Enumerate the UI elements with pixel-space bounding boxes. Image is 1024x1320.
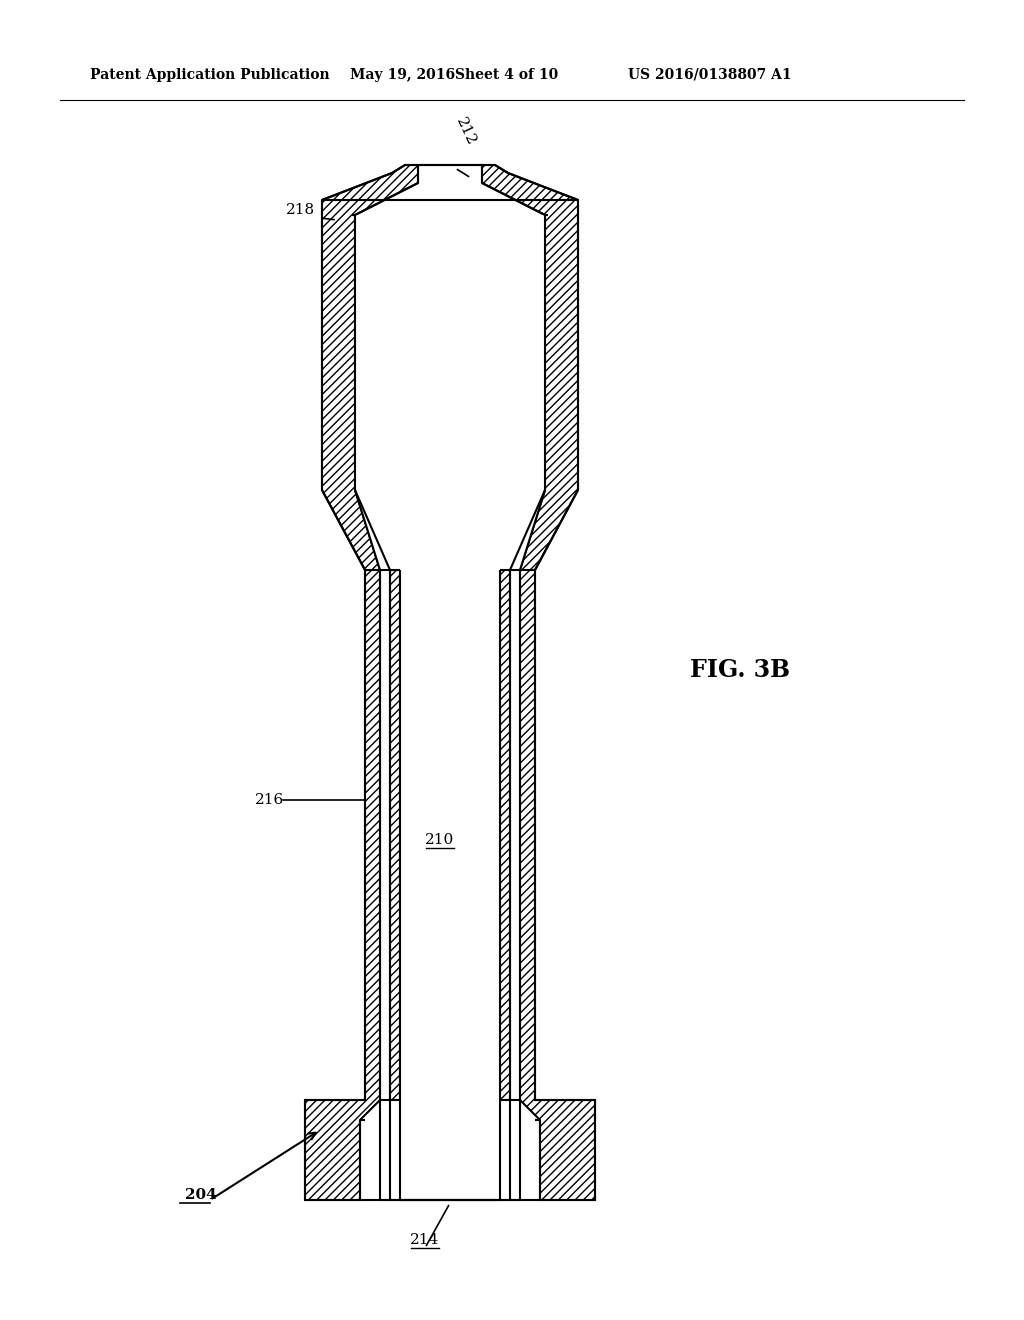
Text: 216: 216 bbox=[255, 793, 285, 807]
Text: Patent Application Publication: Patent Application Publication bbox=[90, 69, 330, 82]
Text: Sheet 4 of 10: Sheet 4 of 10 bbox=[455, 69, 558, 82]
Text: 210: 210 bbox=[425, 833, 455, 847]
Polygon shape bbox=[380, 1100, 520, 1200]
Text: US 2016/0138807 A1: US 2016/0138807 A1 bbox=[628, 69, 792, 82]
Text: May 19, 2016: May 19, 2016 bbox=[350, 69, 455, 82]
Text: 214: 214 bbox=[411, 1233, 439, 1247]
Text: 218: 218 bbox=[286, 203, 315, 216]
Polygon shape bbox=[500, 570, 510, 1100]
Text: FIG. 3B: FIG. 3B bbox=[690, 657, 790, 682]
Text: 212: 212 bbox=[453, 116, 478, 148]
Polygon shape bbox=[305, 165, 418, 1200]
Text: 204: 204 bbox=[185, 1188, 217, 1203]
Polygon shape bbox=[390, 570, 400, 1100]
Polygon shape bbox=[355, 215, 545, 570]
Polygon shape bbox=[482, 165, 595, 1200]
Polygon shape bbox=[400, 570, 500, 1100]
